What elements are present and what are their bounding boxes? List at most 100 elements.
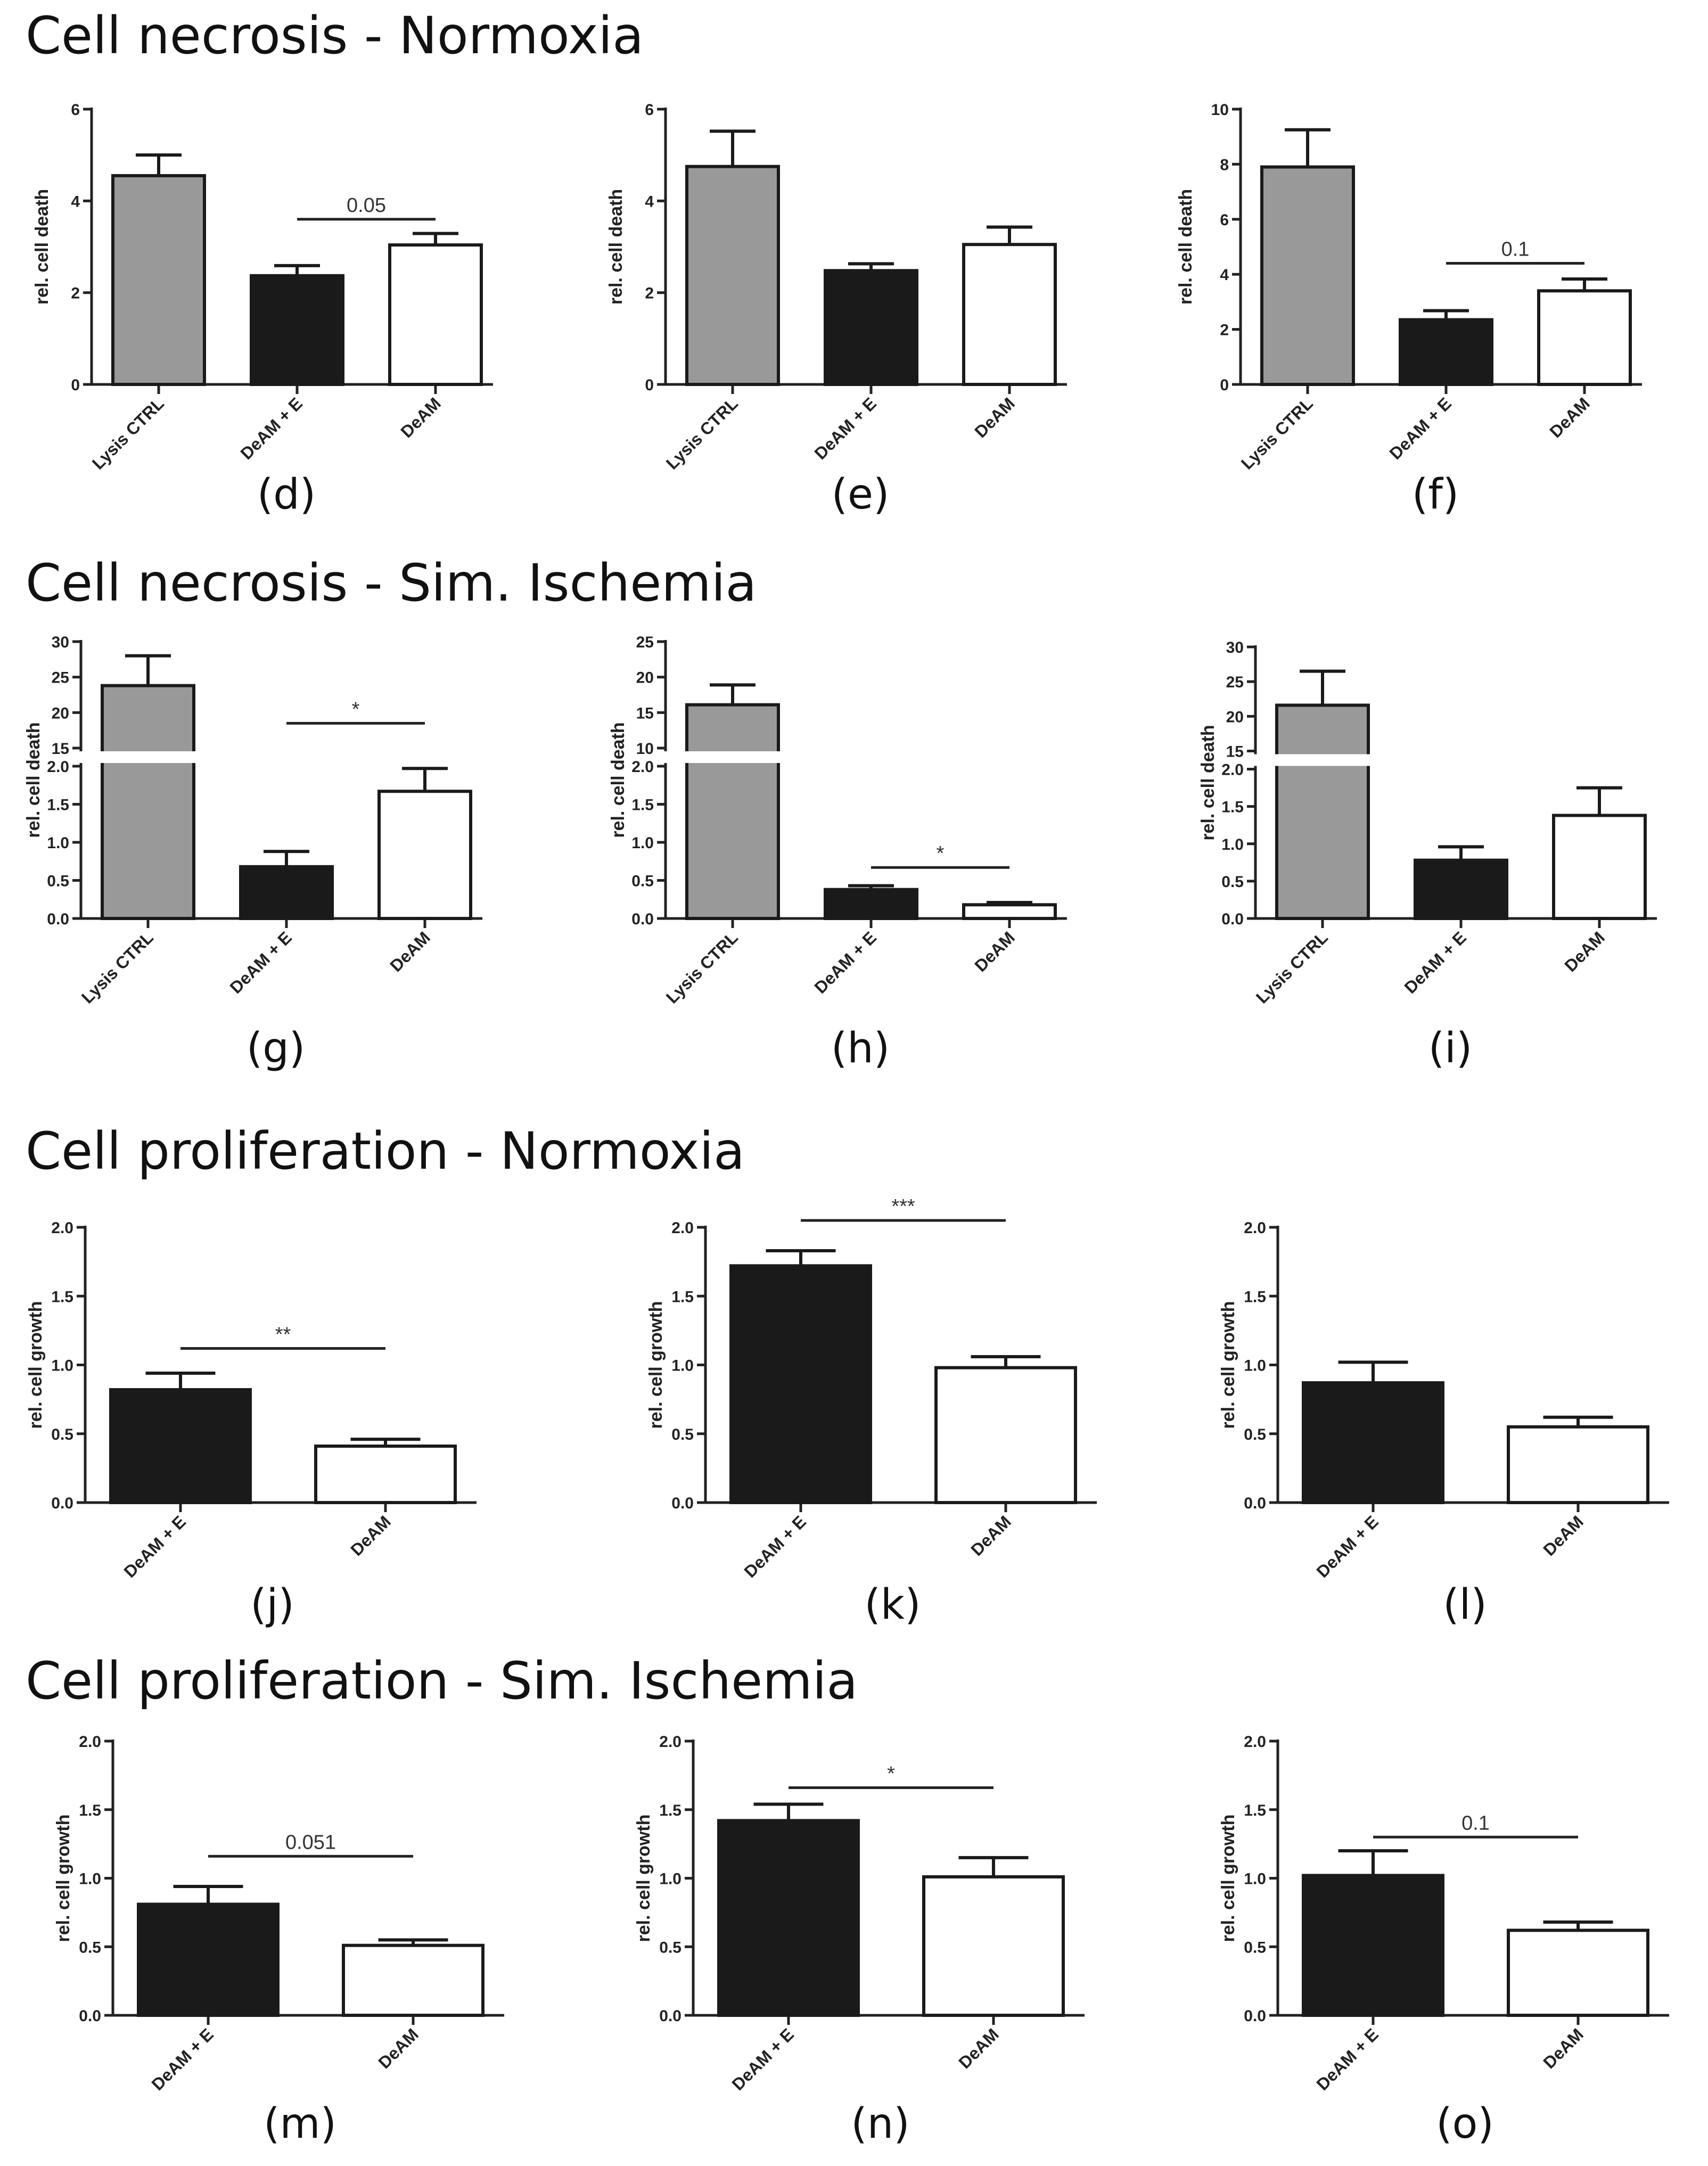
y-tick-label: 1.5: [671, 1288, 694, 1306]
y-tick-label: 15: [52, 740, 69, 758]
y-axis-label: rel. cell growth: [1218, 1815, 1238, 1942]
y-tick-label: 0.0: [631, 910, 654, 928]
category-label: Lysis CTRL: [78, 928, 157, 1007]
bar-deam-e: [717, 1819, 860, 2017]
y-tick-label: 1.0: [1244, 1357, 1266, 1375]
category-label: DeAM + E: [1312, 2024, 1382, 2094]
y-tick-label: 0.5: [51, 1426, 73, 1443]
y-tick-label: 0.0: [47, 910, 69, 928]
y-tick-label: 0.0: [51, 1495, 73, 1512]
y-tick-label: 1.5: [631, 797, 654, 814]
y-tick-label: 8: [1220, 156, 1229, 174]
panel-label: (l): [1443, 1581, 1487, 1629]
chart-panels: 0 2 4 6 rel. cell death Lysis CTRL DeAM + E DeA…: [23, 101, 1669, 2148]
bar-deam: [962, 903, 1057, 921]
y-tick-label: 0.5: [79, 1939, 101, 1956]
bar-deam: [377, 790, 472, 920]
bar-deam: [314, 1445, 457, 1504]
bar-lysis-ctrl: [111, 174, 206, 386]
bar-deam-e: [1399, 318, 1493, 387]
category-label: DeAM + E: [147, 2024, 217, 2094]
category-label: Lysis CTRL: [662, 393, 742, 473]
y-axis-label: rel. cell growth: [634, 1815, 654, 1942]
y-tick-label: 2.0: [659, 1733, 681, 1751]
panel-label: (e): [832, 471, 890, 519]
panel-label: (g): [247, 1024, 305, 1072]
y-tick-label: 1.5: [659, 1802, 681, 1819]
significance-label: 0.051: [285, 1831, 336, 1853]
y-tick-label: 20: [1226, 708, 1244, 726]
y-tick-label: 0: [1220, 376, 1229, 394]
category-label: DeAM: [971, 928, 1019, 975]
y-tick-label: 20: [52, 704, 69, 722]
section-title-proliferation-ischemia: Cell proliferation - Sim. Ischemia: [26, 1651, 858, 1711]
y-axis-label: rel. cell growth: [1218, 1301, 1238, 1429]
y-tick-label: 2.0: [1244, 1733, 1266, 1751]
y-tick-label: 1.0: [1244, 1870, 1266, 1888]
y-tick-label: 1.5: [1244, 1288, 1266, 1306]
chart-e: 0 2 4 6 rel. cell death Lysis CTRL DeAM + E DeA…: [606, 101, 1067, 519]
bar-deam: [934, 1366, 1077, 1504]
category-label: Lysis CTRL: [1237, 393, 1317, 473]
y-axis-label: rel. cell death: [32, 189, 52, 305]
panel-label: (o): [1436, 2100, 1494, 2148]
y-tick-label: 2: [1220, 322, 1229, 339]
y-tick-label: 1.5: [47, 797, 69, 814]
category-label: DeAM + E: [740, 1512, 809, 1581]
bar-deam: [1537, 289, 1632, 386]
y-tick-label: 30: [52, 634, 69, 651]
y-tick-label: 1.0: [659, 1870, 681, 1888]
bar-deam-e: [824, 888, 918, 921]
y-tick-label: 0.0: [659, 2007, 681, 2025]
y-tick-label: 2.0: [1221, 761, 1244, 779]
y-tick-label: 15: [1226, 743, 1244, 761]
bar-lysis-ctrl: [1260, 165, 1355, 386]
category-label: DeAM: [347, 1512, 395, 1560]
chart-j: 0.0 0.5 1.0 1.5 2.0 rel. cell growth DeAM + E D…: [26, 1219, 477, 1629]
y-tick-label: 0.5: [631, 873, 654, 890]
y-tick-label: 2.0: [51, 1219, 73, 1237]
category-label: DeAM + E: [120, 1512, 189, 1581]
category-label: DeAM: [386, 928, 434, 975]
chart-o: 0.0 0.5 1.0 1.5 2.0 rel. cell growth DeAM + E D…: [1218, 1733, 1669, 2148]
y-tick-label: 1.5: [1244, 1802, 1266, 1819]
y-axis-label: rel. cell death: [1176, 189, 1196, 305]
bar-deam: [1507, 1929, 1649, 2017]
y-tick-label: 1.5: [51, 1288, 73, 1306]
y-tick-label: 25: [1226, 674, 1244, 691]
section-title-necrosis-normoxia: Cell necrosis - Normoxia: [26, 6, 644, 65]
bar-deam-e: [250, 274, 344, 386]
y-tick-label: 4: [645, 193, 654, 210]
y-axis-label: rel. cell death: [608, 722, 628, 838]
category-label: DeAM + E: [236, 393, 306, 463]
y-tick-label: 0.0: [671, 1495, 694, 1512]
y-tick-label: 2.0: [1244, 1219, 1266, 1237]
category-label: DeAM + E: [810, 393, 880, 463]
bar-deam: [1507, 1425, 1649, 1504]
y-tick-label: 2: [645, 285, 654, 302]
category-label: Lysis CTRL: [88, 393, 168, 473]
panel-label: (d): [257, 471, 316, 519]
y-tick-label: 10: [636, 740, 654, 758]
y-tick-label: 4: [71, 193, 80, 210]
y-tick-label: 15: [636, 704, 654, 722]
section-title-proliferation-normoxia: Cell proliferation - Normoxia: [26, 1121, 745, 1181]
y-tick-label: 1.0: [51, 1357, 73, 1375]
category-label: DeAM: [955, 2024, 1003, 2072]
category-label: DeAM: [397, 393, 445, 441]
y-tick-label: 6: [71, 101, 80, 119]
panel-label: (m): [264, 2100, 336, 2148]
y-tick-label: 0.0: [1244, 1495, 1266, 1512]
y-tick-label: 0: [71, 376, 80, 394]
chart-m: 0.0 0.5 1.0 1.5 2.0 rel. cell growth DeAM + E D…: [53, 1733, 504, 2148]
significance-label: *: [887, 1763, 895, 1785]
bar-deam-e: [824, 269, 918, 386]
y-tick-label: 0.5: [659, 1939, 681, 1956]
y-tick-label: 1.0: [671, 1357, 694, 1375]
bar-deam-e: [1414, 858, 1508, 920]
y-tick-label: 1.0: [47, 834, 69, 852]
chart-n: 0.0 0.5 1.0 1.5 2.0 rel. cell growth DeAM + E D…: [634, 1733, 1085, 2148]
